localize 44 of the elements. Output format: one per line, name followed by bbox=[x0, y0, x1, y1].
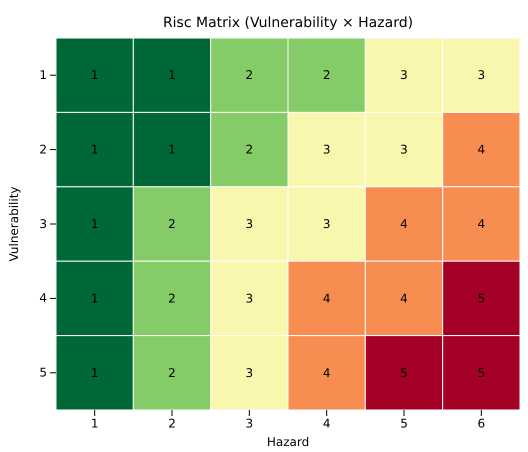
data-label: 1 bbox=[90, 291, 98, 306]
data-label: 5 bbox=[400, 366, 408, 380]
data-label: 2 bbox=[246, 68, 254, 82]
data-label: 2 bbox=[322, 68, 330, 82]
chart-title: Risc Matrix (Vulnerability × Hazard) bbox=[162, 15, 414, 31]
data-label: 1 bbox=[90, 217, 98, 231]
x-tick-label: 4 bbox=[322, 416, 330, 431]
data-label: 1 bbox=[90, 68, 98, 82]
data-label: 3 bbox=[400, 68, 408, 82]
data-label: 3 bbox=[246, 366, 254, 380]
x-tick-label: 1 bbox=[90, 416, 98, 431]
data-label: 3 bbox=[478, 68, 486, 82]
y-tick-label: 2 bbox=[39, 142, 47, 156]
data-label: 3 bbox=[322, 142, 330, 157]
data-label: 4 bbox=[322, 291, 330, 306]
data-label: 4 bbox=[478, 217, 486, 231]
data-label: 1 bbox=[168, 68, 176, 82]
data-label: 5 bbox=[478, 291, 486, 306]
data-label: 4 bbox=[322, 366, 330, 380]
data-label: 3 bbox=[246, 217, 254, 231]
data-label: 1 bbox=[168, 142, 176, 157]
x-tick-label: 3 bbox=[246, 416, 254, 431]
data-label: 2 bbox=[168, 291, 176, 306]
data-label: 3 bbox=[246, 291, 254, 306]
data-label: 4 bbox=[400, 291, 408, 306]
y-axis-title: Vulnerability bbox=[7, 186, 21, 262]
data-label: 2 bbox=[168, 217, 176, 231]
y-tick-label: 5 bbox=[39, 366, 47, 380]
data-label: 1 bbox=[90, 142, 98, 157]
x-tick-label: 6 bbox=[478, 416, 486, 431]
data-label: 3 bbox=[400, 142, 408, 157]
data-label: 3 bbox=[322, 217, 330, 231]
data-label: 1 bbox=[90, 366, 98, 380]
data-label: 2 bbox=[168, 366, 176, 380]
y-tick-label: 1 bbox=[39, 68, 47, 82]
data-label: 2 bbox=[246, 142, 254, 157]
x-axis-title: Hazard bbox=[266, 435, 310, 449]
y-tick-label: 3 bbox=[39, 216, 47, 231]
data-label: 4 bbox=[478, 142, 486, 157]
data-label: 5 bbox=[478, 366, 486, 380]
x-tick-label: 5 bbox=[400, 416, 408, 431]
x-tick-label: 2 bbox=[168, 416, 176, 431]
y-tick-label: 4 bbox=[39, 291, 47, 306]
data-label: 4 bbox=[400, 217, 408, 231]
